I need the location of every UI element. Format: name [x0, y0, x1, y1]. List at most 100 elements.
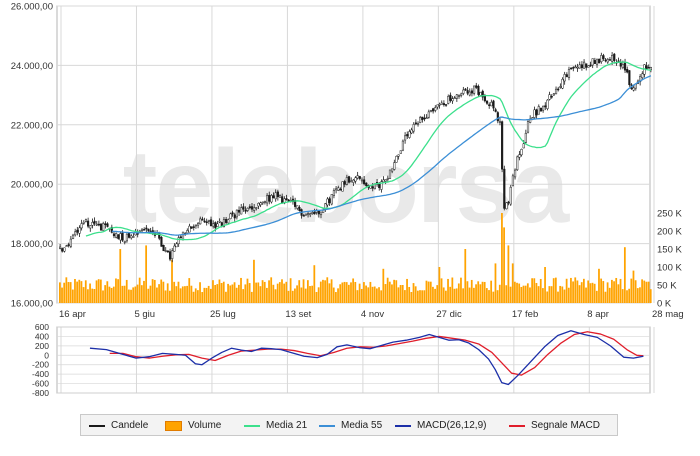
candle-body: [386, 177, 389, 180]
volume-bar: [136, 284, 139, 303]
candle-body: [203, 220, 206, 223]
volume-bar: [341, 282, 344, 303]
volume-bar: [416, 290, 419, 303]
candle-body: [69, 238, 72, 247]
candle-body: [537, 106, 540, 115]
volume-bar: [529, 287, 531, 303]
volume-bar: [345, 282, 348, 303]
candle-body: [399, 150, 402, 154]
volume-bar: [319, 281, 322, 303]
candle-body: [302, 215, 305, 217]
candle-body: [576, 66, 579, 69]
volume-bar: [636, 288, 639, 303]
volume-bar: [89, 283, 91, 303]
legend-label-signal: Segnale MACD: [531, 420, 600, 431]
candle-body: [552, 93, 555, 96]
volume-bar: [479, 284, 482, 303]
candle-body: [231, 212, 234, 215]
candle-body: [598, 58, 601, 64]
candle-body: [561, 78, 564, 89]
volume-bar: [149, 285, 152, 303]
volume-bar: [600, 278, 603, 303]
signal-swatch: [509, 424, 525, 427]
candles-swatch: [89, 424, 105, 427]
candle-body: [257, 203, 260, 207]
volume-bar: [259, 286, 262, 303]
volume-bar: [449, 286, 452, 303]
macd-tick-label: -800: [32, 388, 49, 398]
legend-label-volume: Volume: [188, 420, 222, 431]
volume-bar: [237, 284, 240, 303]
volume-bar: [164, 290, 167, 303]
legend-item-ma21[interactable]: Media 21: [244, 419, 307, 432]
candle-body: [276, 191, 279, 198]
volume-bar: [330, 279, 333, 303]
candle-body: [212, 223, 215, 227]
candle-body: [337, 187, 340, 191]
candle-body: [414, 122, 417, 125]
candle-body: [583, 61, 586, 69]
volume-bar: [401, 285, 404, 303]
candle-body: [132, 236, 135, 238]
legend-item-volume[interactable]: Volume: [165, 419, 221, 432]
ma55-line: [111, 75, 652, 236]
volume-bar: [188, 278, 191, 303]
volume-bar: [121, 285, 124, 303]
legend-item-ma55[interactable]: Media 55: [319, 419, 382, 432]
candle-body: [188, 225, 191, 233]
x-tick-label: 27 dic: [436, 309, 462, 320]
volume-swatch: [165, 420, 182, 431]
moving-averages: [85, 61, 652, 241]
candle-body: [457, 95, 461, 97]
candle-body: [317, 210, 320, 215]
volume-bar: [438, 267, 441, 303]
legend-item-signal[interactable]: Segnale MACD: [509, 419, 600, 432]
volume-bar: [537, 286, 540, 303]
volume-bar: [207, 285, 210, 303]
candle-body: [520, 149, 523, 156]
volume-bar: [520, 286, 523, 303]
legend-item-candles[interactable]: Candele: [89, 419, 148, 432]
candle-body: [526, 121, 530, 133]
volume-bar: [242, 289, 245, 303]
candle-body: [91, 222, 94, 226]
candle-body: [89, 225, 92, 229]
candle-body: [451, 98, 454, 102]
candle-body: [595, 58, 599, 65]
volume-bar: [181, 286, 184, 303]
volume-tick-label: 50 K: [657, 281, 677, 292]
volume-bar: [557, 291, 559, 303]
candle-body: [382, 179, 385, 183]
candle-body: [623, 62, 627, 71]
volume-bar: [322, 279, 324, 303]
volume-bar: [421, 290, 424, 303]
legend-item-macd[interactable]: MACD(26,12,9): [395, 419, 486, 432]
volume-bar: [197, 290, 199, 303]
volume-bar: [524, 285, 527, 303]
volume-bar: [324, 280, 326, 303]
candle-body: [645, 65, 648, 69]
candle-body: [593, 60, 596, 64]
candle-body: [171, 250, 174, 259]
candle-body: [201, 218, 204, 221]
volume-bar: [294, 288, 296, 303]
candle-body: [237, 209, 241, 213]
volume-bar: [74, 278, 76, 303]
volume-bar: [190, 285, 193, 303]
candle-body: [162, 245, 165, 252]
volume-bar: [647, 281, 650, 303]
price-tick-label: 26.000,00: [11, 2, 53, 13]
legend-label-macd: MACD(26,12,9): [417, 420, 487, 431]
candle-body: [621, 64, 624, 69]
candle-body: [125, 233, 129, 242]
candle-body: [306, 213, 310, 216]
candle-body: [266, 195, 269, 204]
volume-bar: [240, 277, 242, 303]
price-tick-label: 20.000,00: [11, 180, 53, 191]
candle-body: [406, 134, 409, 137]
volume-bar: [621, 289, 624, 303]
volume-bar: [212, 280, 214, 303]
macd-tick-label: -200: [32, 360, 49, 370]
volume-bar: [268, 280, 270, 303]
